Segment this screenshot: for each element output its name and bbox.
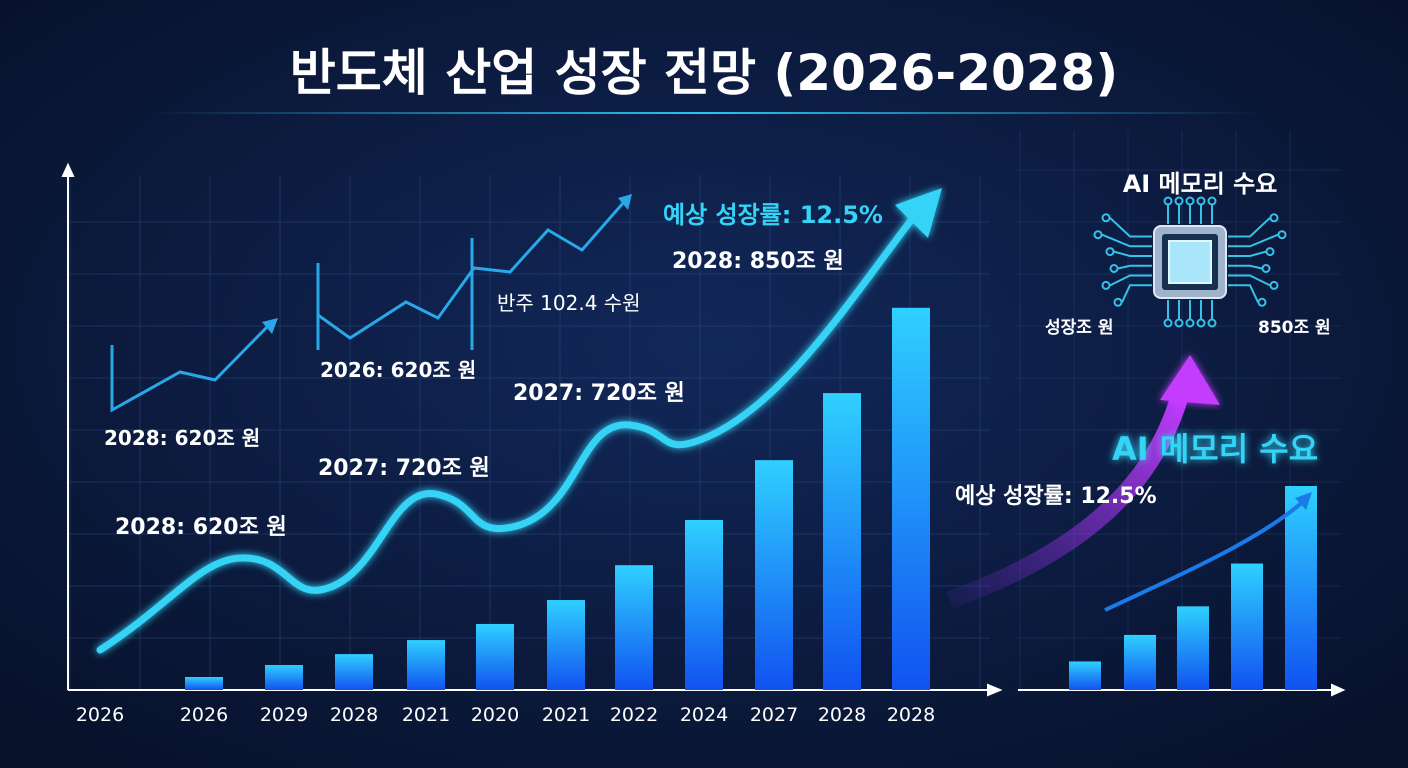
chip-pad (1277, 230, 1287, 240)
chip-trace (1109, 217, 1152, 238)
chip-trace (1113, 250, 1152, 257)
page-title: 반도체 산업 성장 전망 (2026-2028) (290, 44, 1118, 102)
chip-title: AI 메모리 수요 (1123, 170, 1278, 198)
bar (1177, 606, 1209, 690)
chip-pad (1269, 280, 1279, 290)
chip-pad (1101, 280, 1111, 290)
bar (1285, 486, 1317, 690)
chip-trace (1228, 284, 1259, 303)
x-tick-label: 2024 (680, 704, 728, 726)
chip-pad (1105, 247, 1115, 257)
mini-arrow-head (618, 194, 632, 210)
chip-pad (1257, 297, 1267, 307)
chip-trace (1228, 233, 1279, 248)
x-tick-label: 2022 (610, 704, 658, 726)
bar (335, 654, 373, 690)
bar (892, 307, 930, 690)
chip-trace (1117, 264, 1152, 270)
chip-pad (1207, 318, 1217, 328)
chip-pad (1113, 297, 1123, 307)
chip-pad (1261, 264, 1271, 273)
chip-pad (1196, 196, 1206, 206)
bar (1124, 634, 1156, 690)
mini-line (316, 201, 626, 350)
chip-trace (1101, 233, 1152, 248)
chip-left-label: 성장조 원 (1045, 318, 1113, 338)
mini-line (110, 324, 270, 413)
memory-chip-icon (1093, 196, 1287, 328)
chip-pad (1185, 196, 1195, 206)
annotation-label: 2027: 720조 원 (513, 381, 685, 406)
chip-pad (1163, 196, 1173, 206)
chip-pad (1093, 230, 1103, 240)
chip-pad (1174, 196, 1184, 206)
x-tick-label: 2028 (330, 704, 378, 726)
trend-arrow-head (895, 188, 942, 238)
bar (755, 460, 793, 690)
highlight-title: AI 메모리 수요 (1112, 430, 1318, 468)
main-bars (185, 307, 930, 690)
side-panel: AI 메모리 수요 성장조 원 850조 원 AI 메모리 수요 예상 성장률:… (955, 170, 1331, 509)
x-axis-ticks: 2026 2026 2029 2028 2021 2020 2021 2022 2024 2027… (76, 704, 935, 726)
bar (685, 519, 723, 690)
chip-right-label: 850조 원 (1258, 318, 1331, 338)
chip-trace (1121, 284, 1152, 303)
chip-pad (1196, 318, 1206, 328)
bar (265, 665, 303, 690)
x-tick-label: 2027 (750, 704, 798, 726)
chip-pad (1101, 213, 1111, 223)
bar (1069, 661, 1101, 690)
x-tick-label: 2026 (76, 704, 124, 726)
x-tick-label: 2029 (260, 704, 308, 726)
chip-trace (1228, 250, 1267, 257)
highlight-rate: 예상 성장률: 12.5% (955, 484, 1157, 509)
annotation-label: 2026: 620조 원 (320, 358, 476, 382)
bar (407, 640, 445, 690)
chip-trace (1228, 217, 1271, 238)
x-tick-label: 2028 (887, 704, 935, 726)
annotation-label: 반주 102.4 수원 (497, 291, 641, 315)
x-tick-label: 2021 (402, 704, 450, 726)
chip-pad (1185, 318, 1195, 328)
trend-curve (96, 211, 919, 654)
annotation-label: 2027: 720조 원 (318, 456, 490, 481)
trend-lines (96, 188, 1312, 654)
chip-pad (1207, 196, 1217, 206)
title-underline (150, 112, 1260, 114)
bar (185, 677, 223, 690)
annotation-label: 2028: 620조 원 (115, 515, 287, 540)
chip-trace (1228, 274, 1271, 287)
purple-arrow-head (1160, 355, 1220, 405)
chip-pad (1109, 264, 1119, 273)
x-tick-label: 2021 (542, 704, 590, 726)
x-tick-label: 2020 (471, 704, 519, 726)
chip-pad (1174, 318, 1184, 328)
bar (1231, 563, 1263, 690)
chip-die (1168, 240, 1212, 284)
side-bars (1069, 486, 1317, 690)
annotation-label: 2028: 850조 원 (672, 249, 844, 274)
bar (547, 600, 585, 690)
chip-pad (1163, 318, 1173, 328)
chip-pad (1269, 213, 1279, 223)
chip-trace (1109, 274, 1152, 287)
x-tick-label: 2026 (180, 704, 228, 726)
chip-trace (1228, 264, 1263, 270)
x-tick-label: 2028 (818, 704, 866, 726)
side-arrow-head (1295, 492, 1312, 510)
mini-arrow-head (262, 318, 278, 334)
bar (615, 565, 653, 690)
annotation-label: 2028: 620조 원 (104, 426, 260, 450)
purple-arrow (946, 392, 1189, 609)
annotations: 2028: 620조 원 2026: 620조 원 반주 102.4 수원 예상… (104, 201, 883, 540)
growth-rate-label: 예상 성장률: 12.5% (663, 201, 883, 229)
bar (476, 623, 514, 690)
side-trend-line (1104, 498, 1307, 612)
bar (823, 393, 861, 690)
chip-pad (1265, 247, 1275, 257)
